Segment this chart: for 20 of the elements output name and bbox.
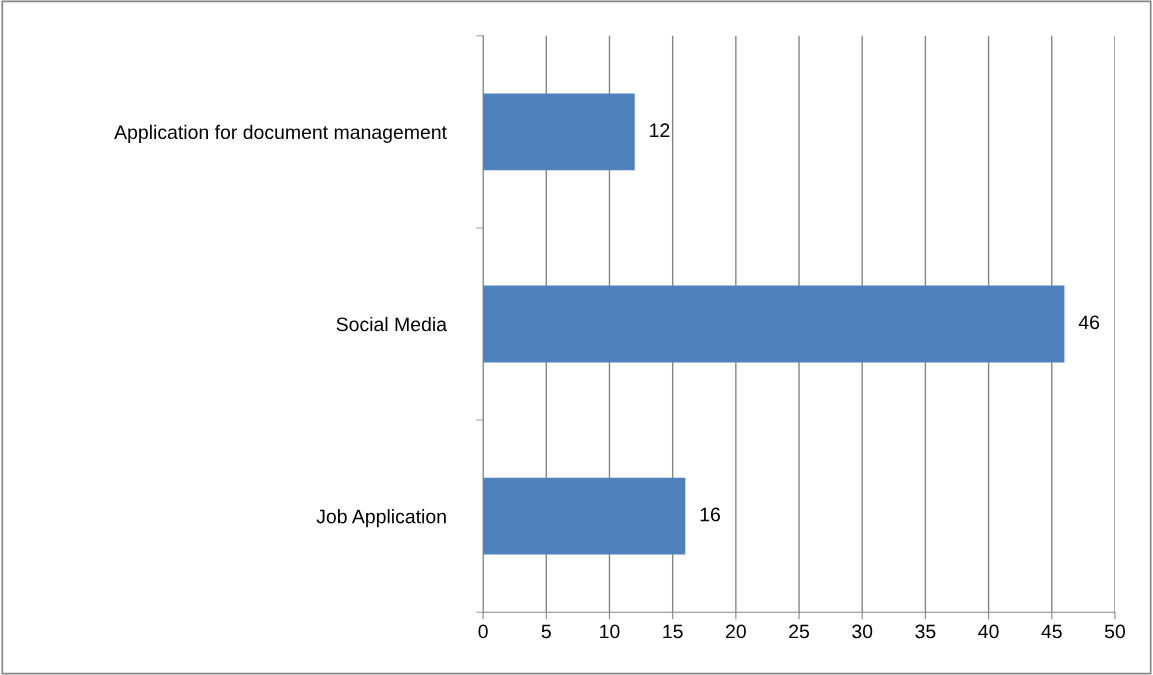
x-tick-label: 15 — [663, 624, 683, 639]
x-tick-label: 30 — [852, 624, 873, 639]
y-tick-label: Application for document management — [114, 124, 447, 143]
data-label: 16 — [700, 507, 720, 522]
x-tick-label: 0 — [478, 624, 488, 639]
bar — [483, 93, 635, 171]
x-tick-label: 50 — [1104, 624, 1126, 639]
x-tick-label: 5 — [541, 624, 551, 639]
data-label: 46 — [1078, 315, 1100, 330]
y-tick-label: Job Application — [316, 509, 446, 528]
x-tick-label: 35 — [915, 624, 936, 639]
y-tick-label: Social Media — [336, 316, 447, 332]
x-tick-label: 40 — [978, 624, 999, 639]
data-label: 12 — [650, 123, 670, 137]
x-tick-label: 45 — [1041, 624, 1062, 639]
x-tick-label: 20 — [726, 624, 746, 639]
bar — [483, 285, 1065, 363]
x-tick-label: 10 — [600, 624, 620, 639]
bar — [483, 477, 686, 555]
x-tick-label: 25 — [789, 624, 810, 639]
